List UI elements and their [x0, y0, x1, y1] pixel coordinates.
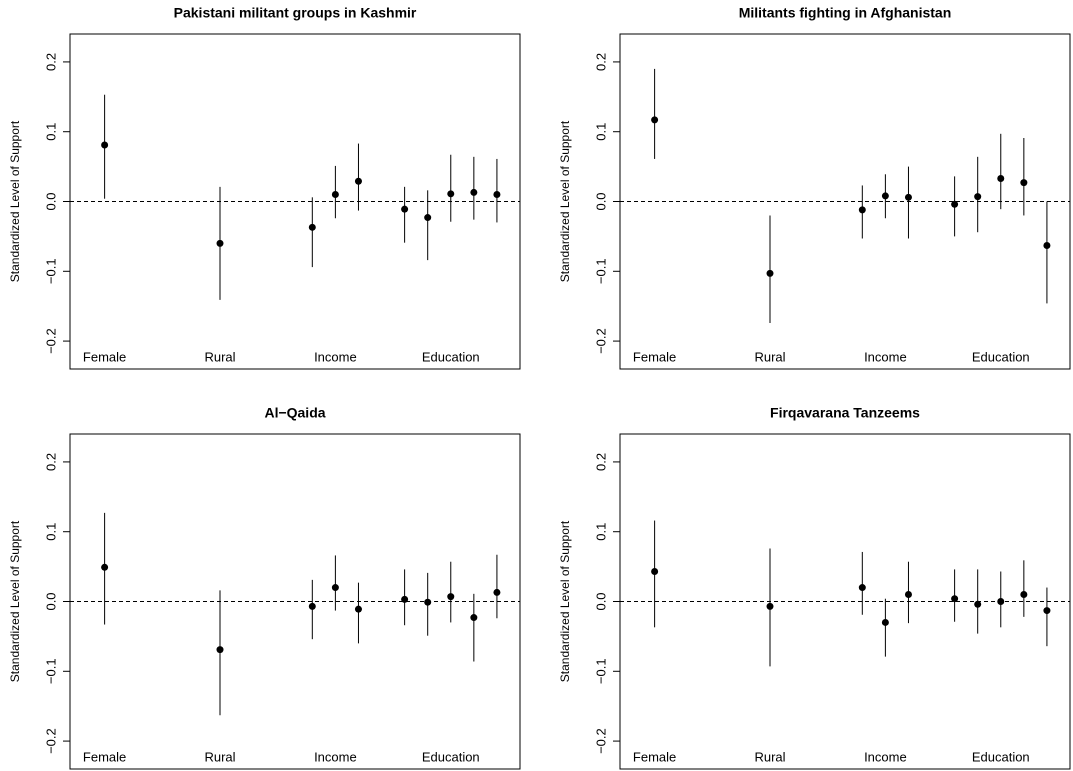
- y-tick-label: −0.1: [593, 658, 608, 684]
- y-tick-label: 0.0: [593, 192, 608, 210]
- group-label: Income: [314, 349, 357, 364]
- plot-frame: [619, 433, 1071, 770]
- group-label: Female: [83, 749, 126, 764]
- y-tick-label: 0.1: [593, 523, 608, 541]
- point: [974, 600, 982, 608]
- group-label: Female: [83, 349, 126, 364]
- plot-frame: [619, 33, 1071, 370]
- group-label: Education: [972, 349, 1030, 364]
- y-tick-label: 0.2: [593, 53, 608, 71]
- y-tick-label: 0.0: [43, 592, 58, 610]
- point: [974, 193, 982, 201]
- group-label: Female: [633, 349, 676, 364]
- point: [101, 563, 109, 571]
- point: [331, 584, 339, 592]
- plot-frame: [69, 33, 521, 370]
- point: [904, 591, 912, 599]
- chart-title: Al−Qaida: [264, 405, 325, 421]
- point: [858, 206, 866, 214]
- point: [424, 598, 432, 606]
- group-label: Education: [422, 749, 480, 764]
- y-tick-label: 0.1: [593, 123, 608, 141]
- point: [651, 116, 659, 124]
- point: [447, 190, 455, 198]
- y-tick-label: 0.0: [43, 192, 58, 210]
- y-tick-label: −0.2: [593, 728, 608, 754]
- point: [881, 192, 889, 200]
- y-axis-label: Standardized Level of Support: [8, 520, 22, 682]
- point: [1043, 607, 1051, 615]
- y-tick-label: 0.2: [593, 453, 608, 471]
- point: [1043, 241, 1051, 249]
- point: [308, 602, 316, 610]
- y-tick-label: −0.1: [593, 258, 608, 284]
- point: [354, 605, 362, 613]
- point: [951, 200, 959, 208]
- group-label: Education: [422, 349, 480, 364]
- y-tick-label: 0.1: [43, 523, 58, 541]
- point: [881, 618, 889, 626]
- group-label: Rural: [754, 749, 785, 764]
- y-tick-label: 0.0: [593, 592, 608, 610]
- y-tick-label: −0.2: [43, 328, 58, 354]
- y-tick-label: 0.1: [43, 123, 58, 141]
- y-axis-label: Standardized Level of Support: [558, 120, 572, 282]
- group-label: Income: [864, 749, 907, 764]
- point: [858, 584, 866, 592]
- point: [401, 205, 409, 213]
- point: [997, 598, 1005, 605]
- y-tick-label: −0.2: [593, 328, 608, 354]
- point: [308, 223, 316, 231]
- point: [470, 614, 478, 622]
- group-label: Income: [864, 349, 907, 364]
- point: [493, 191, 501, 199]
- point: [101, 141, 109, 149]
- point: [331, 191, 339, 199]
- plot-frame: [69, 433, 521, 770]
- y-tick-label: 0.2: [43, 453, 58, 471]
- group-label: Rural: [204, 349, 235, 364]
- point: [651, 567, 659, 575]
- group-label: Education: [972, 749, 1030, 764]
- point: [951, 595, 959, 603]
- group-label: Income: [314, 749, 357, 764]
- point: [766, 602, 774, 610]
- point: [470, 188, 478, 196]
- point: [401, 595, 409, 603]
- group-label: Rural: [754, 349, 785, 364]
- chart-title: Firqavarana Tanzeems: [770, 405, 920, 421]
- point: [354, 177, 362, 185]
- point: [447, 593, 455, 601]
- chart-title: Militants fighting in Afghanistan: [739, 5, 952, 21]
- point: [904, 193, 912, 201]
- y-tick-label: −0.1: [43, 658, 58, 684]
- y-tick-label: 0.2: [43, 53, 58, 71]
- y-axis-label: Standardized Level of Support: [8, 120, 22, 282]
- point: [766, 269, 774, 277]
- group-label: Rural: [204, 749, 235, 764]
- point: [997, 174, 1005, 182]
- point: [216, 239, 224, 247]
- group-label: Female: [633, 749, 676, 764]
- point: [493, 588, 501, 596]
- y-axis-label: Standardized Level of Support: [558, 520, 572, 682]
- point: [1020, 179, 1028, 187]
- point: [424, 214, 432, 222]
- chart-title: Pakistani militant groups in Kashmir: [174, 5, 417, 21]
- y-tick-label: −0.2: [43, 728, 58, 754]
- y-tick-label: −0.1: [43, 258, 58, 284]
- point: [216, 646, 224, 654]
- point: [1020, 591, 1028, 599]
